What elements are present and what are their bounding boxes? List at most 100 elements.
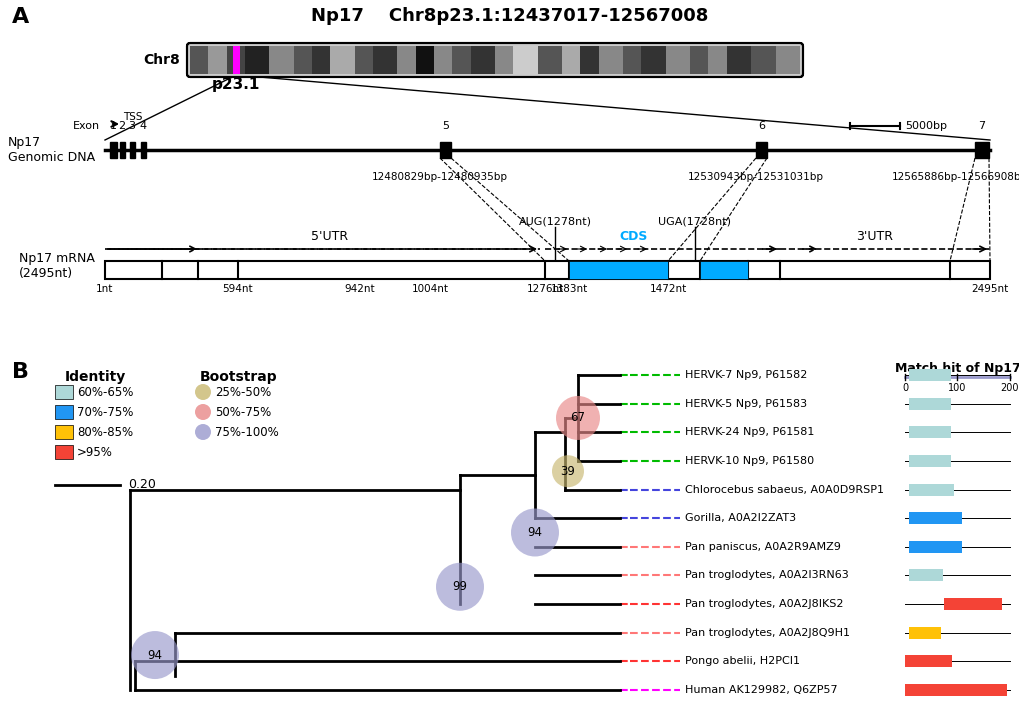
Text: 60%-65%: 60%-65% <box>76 386 133 398</box>
Text: 0: 0 <box>901 383 907 393</box>
Text: 94: 94 <box>527 526 542 539</box>
Bar <box>623 46 641 74</box>
Bar <box>580 46 598 74</box>
Text: 99: 99 <box>452 580 467 594</box>
Bar <box>974 142 988 158</box>
Text: HERVK-5 Np9, P61583: HERVK-5 Np9, P61583 <box>685 398 806 409</box>
Text: 1004nt: 1004nt <box>411 284 448 294</box>
Bar <box>665 46 690 74</box>
Text: UGA(1728nt): UGA(1728nt) <box>658 217 731 227</box>
Bar <box>908 426 951 438</box>
Text: 1383nt: 1383nt <box>550 284 587 294</box>
Text: Gorilla, A0A2I2ZAT3: Gorilla, A0A2I2ZAT3 <box>685 513 796 523</box>
Text: Np17
Genomic DNA: Np17 Genomic DNA <box>8 136 95 164</box>
Text: 12565886bp-12566908bp: 12565886bp-12566908bp <box>891 172 1019 182</box>
Text: 942nt: 942nt <box>344 284 375 294</box>
Text: 594nt: 594nt <box>222 284 253 294</box>
Bar <box>55 445 73 459</box>
Text: 1276nt: 1276nt <box>526 284 564 294</box>
Text: 3: 3 <box>128 121 136 131</box>
Bar <box>537 46 561 74</box>
Text: 50%-75%: 50%-75% <box>215 405 271 418</box>
Text: p23.1: p23.1 <box>212 77 260 92</box>
Circle shape <box>195 384 211 400</box>
Bar <box>55 425 73 439</box>
Bar <box>750 46 774 74</box>
Bar <box>944 598 1001 610</box>
Text: Match hit of Np17: Match hit of Np17 <box>894 362 1019 375</box>
Text: 25%-50%: 25%-50% <box>215 386 271 398</box>
Text: 80%-85%: 80%-85% <box>76 425 133 439</box>
Bar <box>908 627 940 639</box>
Text: 39: 39 <box>560 465 575 478</box>
Bar <box>293 46 312 74</box>
Bar <box>269 46 293 74</box>
Bar <box>245 46 269 74</box>
Text: 0.20: 0.20 <box>127 479 156 491</box>
Bar <box>561 46 580 74</box>
Text: Pan troglodytes, A0A2J8Q9H1: Pan troglodytes, A0A2J8Q9H1 <box>685 628 849 638</box>
Circle shape <box>551 455 584 487</box>
Bar <box>908 512 961 524</box>
Text: 12530943bp-12531031bp: 12530943bp-12531031bp <box>688 172 823 182</box>
Bar <box>105 261 989 279</box>
FancyBboxPatch shape <box>186 43 802 77</box>
Bar <box>908 455 951 467</box>
Bar <box>908 541 961 553</box>
Bar <box>232 46 239 74</box>
Text: 70%-75%: 70%-75% <box>76 405 133 418</box>
Text: Chr8: Chr8 <box>143 53 179 67</box>
Bar <box>908 369 951 381</box>
Bar <box>312 46 330 74</box>
Text: Np17    Chr8p23.1:12437017-12567008: Np17 Chr8p23.1:12437017-12567008 <box>311 7 708 25</box>
Text: 100: 100 <box>948 383 966 393</box>
Bar <box>908 484 953 496</box>
Text: 2495nt: 2495nt <box>970 284 1008 294</box>
Text: 12480829bp-12480935bp: 12480829bp-12480935bp <box>372 172 507 182</box>
Text: 67: 67 <box>570 412 585 425</box>
Bar <box>55 385 73 399</box>
Bar <box>55 405 73 419</box>
Circle shape <box>195 424 211 440</box>
Text: 4: 4 <box>140 121 147 131</box>
Text: 94: 94 <box>148 648 162 662</box>
Text: Pan paniscus, A0A2R9AMZ9: Pan paniscus, A0A2R9AMZ9 <box>685 542 840 552</box>
Bar <box>451 46 470 74</box>
Bar <box>727 46 750 74</box>
Text: 7: 7 <box>977 121 984 131</box>
Bar <box>513 46 537 74</box>
Text: CDS: CDS <box>620 230 647 243</box>
Text: HERVK-10 Np9, P61580: HERVK-10 Np9, P61580 <box>685 456 813 466</box>
Bar <box>755 142 766 158</box>
Bar <box>470 46 494 74</box>
Bar <box>416 46 433 74</box>
Text: Pan troglodytes, A0A2I3RN63: Pan troglodytes, A0A2I3RN63 <box>685 570 848 581</box>
Text: AUG(1278nt): AUG(1278nt) <box>518 217 591 227</box>
Bar <box>120 142 125 158</box>
Text: 1nt: 1nt <box>96 284 113 294</box>
Bar <box>397 46 416 74</box>
Circle shape <box>435 563 484 611</box>
Text: 5'UTR: 5'UTR <box>311 230 348 243</box>
Bar <box>439 142 450 158</box>
Text: Human AK129982, Q6ZP57: Human AK129982, Q6ZP57 <box>685 685 837 695</box>
Text: 200: 200 <box>1000 383 1018 393</box>
Bar <box>904 655 952 667</box>
Bar <box>190 46 208 74</box>
Circle shape <box>195 404 211 420</box>
Bar <box>904 684 1007 696</box>
Text: B: B <box>12 362 29 382</box>
Text: 1472nt: 1472nt <box>649 284 686 294</box>
Text: Bootstrap: Bootstrap <box>200 370 277 384</box>
Bar <box>330 46 355 74</box>
Bar <box>433 46 451 74</box>
Text: 75%-100%: 75%-100% <box>215 425 278 439</box>
Bar <box>208 46 226 74</box>
Bar <box>908 569 943 581</box>
Bar <box>708 46 727 74</box>
Text: 6: 6 <box>758 121 764 131</box>
Circle shape <box>130 631 178 679</box>
Text: Exon: Exon <box>72 121 100 131</box>
Text: Pan troglodytes, A0A2J8IKS2: Pan troglodytes, A0A2J8IKS2 <box>685 599 843 609</box>
Text: 3'UTR: 3'UTR <box>856 230 893 243</box>
